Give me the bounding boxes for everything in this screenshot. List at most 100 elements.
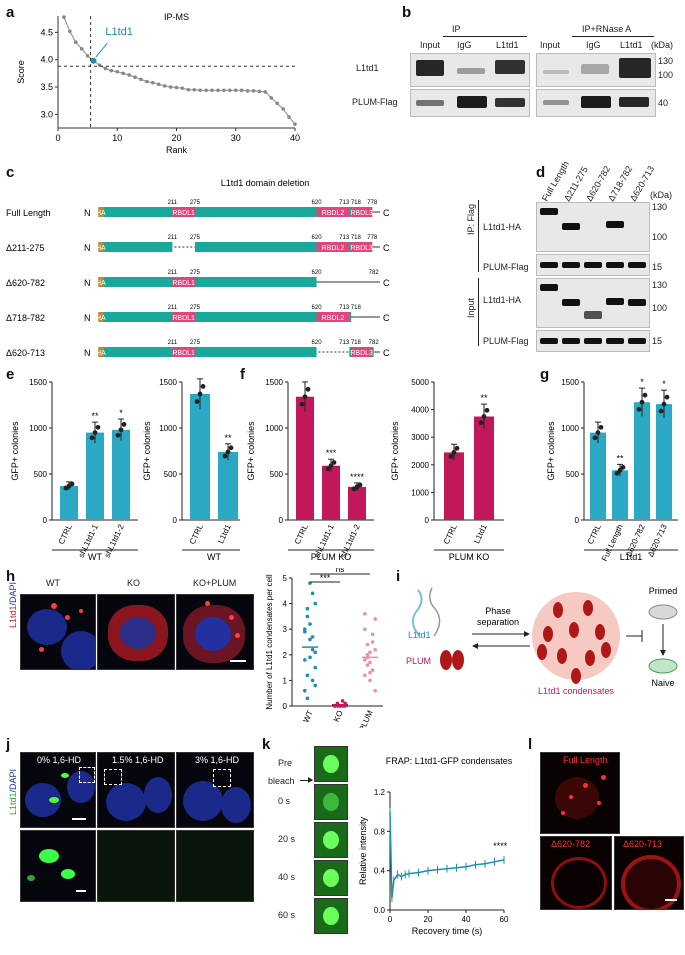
data-point-h <box>305 696 310 701</box>
bar <box>322 465 340 520</box>
y-tick-label: 1500 <box>29 378 47 387</box>
data-point <box>118 427 124 433</box>
n-term: N <box>84 313 91 323</box>
significance-label: * <box>119 408 123 418</box>
significance-label: *** <box>326 448 337 458</box>
c-term: C <box>383 243 390 253</box>
condensate-blob <box>323 907 339 925</box>
kda-label-b: (kDa) <box>651 40 673 50</box>
x-tick-label-a: 40 <box>290 133 300 143</box>
construct-name: Δ211-275 <box>6 243 44 253</box>
score-point-a <box>73 40 78 45</box>
timepoint-label: 20 s <box>278 834 296 844</box>
significance-label: ** <box>91 411 99 421</box>
lane-input-1: Input <box>420 40 441 50</box>
micrograph-1-5pct: 1.5% 1,6-HD <box>97 752 175 828</box>
plum-protein <box>452 650 464 670</box>
y-tick-label-k: 0.4 <box>374 867 386 876</box>
y-tick-label: 1500 <box>561 378 579 387</box>
panel-letter-b: b <box>402 4 412 21</box>
condensate-blob <box>323 793 339 811</box>
y-tick-label-h: 4 <box>283 600 288 609</box>
data-point <box>620 464 626 470</box>
ha-label: HA <box>96 350 106 357</box>
aa-tick-label: 211 <box>168 235 178 241</box>
data-point-h <box>340 699 345 703</box>
frap-frame <box>314 860 348 896</box>
domain-rbdl1 <box>172 207 195 217</box>
y-tick-label: 4000 <box>411 406 429 415</box>
aa-tick-label: 713 718 <box>339 305 361 311</box>
frap-frame <box>314 898 348 934</box>
side-label-l1td1-j: L1td1 <box>8 792 18 815</box>
data-point-h <box>363 673 367 678</box>
bar <box>444 452 464 520</box>
data-point <box>595 430 601 435</box>
data-point-h <box>365 642 370 647</box>
data-point <box>95 424 101 430</box>
aa-tick-label: 211 <box>168 200 178 206</box>
comparison-sig: *** <box>320 573 331 583</box>
panel-letter-f: f <box>240 366 245 383</box>
data-point-h <box>363 627 367 631</box>
data-point-h <box>308 637 312 642</box>
score-point-a <box>233 88 238 93</box>
x-axis-label-k: Recovery time (s) <box>412 926 483 936</box>
label-3pct: 3% 1,6-HD <box>195 755 240 765</box>
arrow-label-1: Phase <box>485 606 511 616</box>
bar-chart-f2: 0 1000 2000 3000 4000 5000 GFP+ colonies CTRL **… <box>390 378 504 562</box>
x-tick-label-k: 60 <box>500 915 509 924</box>
score-point-a <box>245 89 250 93</box>
protein-segment <box>98 277 317 287</box>
y-tick-label: 1000 <box>411 488 429 497</box>
aa-tick-label: 713 718 <box>339 200 361 206</box>
panel-letter-e: e <box>6 366 15 383</box>
lane-igg-2: IgG <box>586 40 601 50</box>
domain-label: RBDL3 <box>350 350 373 357</box>
data-point-h <box>305 606 310 611</box>
category-label: L1td1 <box>216 523 233 545</box>
y-tick-label: 1500 <box>159 378 177 387</box>
frap-frame <box>314 822 348 858</box>
protein-segment <box>98 207 373 217</box>
zoom-3pct <box>176 830 254 902</box>
protein-segment <box>98 312 352 322</box>
data-point <box>228 445 234 451</box>
condensate-blob <box>323 831 339 849</box>
data-point <box>69 481 75 487</box>
n-term: N <box>84 243 91 253</box>
y-tick-label: 0 <box>279 516 284 525</box>
comparison-ns: ns <box>336 568 344 574</box>
label-naive: Naive <box>651 678 674 688</box>
condensate-scatter-h: 0 1 2 3 4 5 Number of L1td1 condensates per ce… <box>265 568 383 728</box>
data-point-h <box>310 678 315 683</box>
data-point-h <box>308 655 312 660</box>
row-label-l1td1-b: L1td1 <box>356 63 379 73</box>
label-plum-i: PLUM <box>406 656 431 666</box>
condensate-label: L1td1 condensates <box>538 686 615 696</box>
highlight-arrow-a <box>95 42 108 58</box>
score-point-a <box>192 87 197 92</box>
forward-arrowhead <box>524 631 530 637</box>
micrograph-wt <box>20 594 96 670</box>
title-c: L1td1 domain deletion <box>221 178 310 188</box>
data-point <box>451 449 457 455</box>
data-point <box>89 435 95 441</box>
y-tick-label: 2000 <box>411 461 429 470</box>
bar <box>634 402 650 520</box>
data-point-h <box>370 668 375 672</box>
score-point-a <box>109 68 114 73</box>
naive-dish <box>648 658 678 674</box>
y-tick-label-h: 3 <box>283 625 288 634</box>
condensate-plum <box>543 626 553 642</box>
panel-letter-i: i <box>396 568 401 585</box>
aa-tick-label: 211 <box>168 340 178 346</box>
bar <box>86 432 104 520</box>
zoom-1-5pct <box>97 830 175 902</box>
x-tick-label-a: 0 <box>55 133 60 143</box>
condensate-plum <box>557 648 567 664</box>
lane-l1td1-2: L1td1 <box>620 40 643 50</box>
title-a: IP-MS <box>164 12 189 22</box>
aa-tick-label: 620 <box>312 200 323 206</box>
ha-tag <box>98 347 104 357</box>
